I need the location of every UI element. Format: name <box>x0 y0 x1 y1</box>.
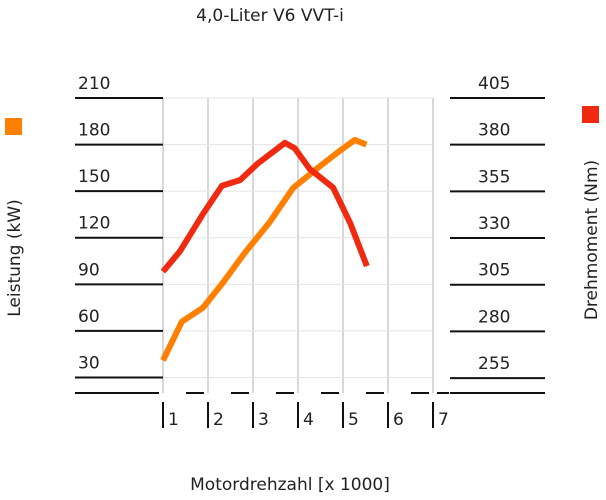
y2-tick-label: 280 <box>478 307 510 327</box>
y-tick-label: 120 <box>78 214 110 234</box>
y2-tick-label: 405 <box>478 74 510 94</box>
legend-swatch <box>5 118 22 135</box>
x-tick-label: 6 <box>393 410 404 430</box>
x-tick-label: 3 <box>258 410 269 430</box>
x-tick-label: 4 <box>303 410 314 430</box>
line-series <box>160 136 368 362</box>
y-axis-label: Leistung (kW) <box>5 199 25 317</box>
y2-tick-label: 305 <box>478 261 510 281</box>
y-tick-label: 90 <box>78 260 100 280</box>
chart-title: 4,0-Liter V6 VVT-i <box>196 6 344 26</box>
y2-tick-label: 355 <box>478 167 510 187</box>
y-tick-label: 30 <box>78 353 100 373</box>
x-tick-label: 7 <box>438 410 449 430</box>
x-axis-label: Motordrehzahl [x 1000] <box>190 475 390 495</box>
legend-swatch <box>582 106 599 123</box>
line-series <box>160 139 370 274</box>
x-tick-label: 5 <box>348 410 359 430</box>
y-tick-label: 180 <box>78 121 110 141</box>
y-tick-label: 210 <box>78 74 110 94</box>
x-tick-label: 2 <box>213 410 224 430</box>
y-tick-label: 150 <box>78 167 110 187</box>
y-tick-label: 60 <box>78 307 100 327</box>
y2-tick-label: 255 <box>478 354 510 374</box>
y2-tick-label: 380 <box>478 121 510 141</box>
y2-tick-label: 330 <box>478 214 510 234</box>
x-tick-label: 1 <box>168 410 179 430</box>
y2-axis-label: Drehmoment (Nm) <box>582 160 602 320</box>
